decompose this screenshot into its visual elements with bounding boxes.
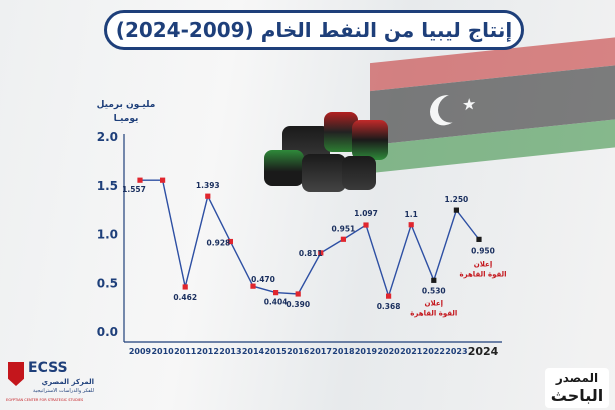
data-label: 0.950	[471, 246, 495, 255]
x-tick-label: 2009	[129, 347, 152, 356]
data-label: 0.470	[251, 275, 275, 284]
y-tick-label: 1.5	[97, 179, 118, 193]
data-point	[295, 291, 301, 297]
data-label: 0.811	[299, 249, 323, 258]
y-tick-label: 0.5	[97, 276, 118, 290]
logo-arabic-line2: للفكر والدراسات الاستراتيجية	[33, 388, 94, 394]
annotation-line1: إعلان	[425, 299, 443, 307]
x-tick-label: 2018	[332, 347, 355, 356]
annotation-line2: القوة القاهرة	[410, 309, 457, 317]
x-tick-label: 2024	[468, 345, 499, 358]
data-label: 1.1	[405, 210, 418, 219]
data-point	[273, 290, 279, 296]
data-label: 0.390	[286, 300, 310, 309]
series-line	[140, 179, 480, 299]
logo-arabic-line1: المركز المصري	[41, 378, 94, 386]
data-point	[363, 222, 369, 228]
chart-title: إنتاج ليبيا من النفط الخام (2009-2024)	[115, 18, 513, 42]
y-tick-label: 2.0	[97, 130, 118, 144]
data-point	[408, 222, 414, 228]
annotation-line2: القوة القاهرة	[459, 270, 506, 278]
x-tick-label: 2015	[264, 347, 287, 356]
data-point	[476, 236, 482, 242]
data-point	[227, 238, 233, 245]
x-tick-label: 2012	[197, 347, 219, 356]
x-tick-label: 2019	[355, 347, 378, 356]
x-tick-label: 2010	[151, 347, 174, 356]
x-tick-label: 2021	[400, 347, 423, 356]
ecss-logo: ECSS المركز المصري للفكر والدراسات الاست…	[4, 358, 94, 408]
x-tick-label: 2011	[174, 347, 197, 356]
data-label: 1.250	[445, 195, 469, 204]
x-tick-label: 2013	[219, 347, 241, 356]
data-label: 0.951	[332, 224, 356, 233]
x-tick-label: 2022	[423, 347, 445, 356]
data-label: 1.557	[122, 185, 146, 194]
y-tick-label: 0.0	[97, 325, 118, 339]
x-tick-label: 2014	[242, 347, 265, 356]
data-label: 0.404	[264, 298, 288, 307]
data-label: 0.928	[207, 239, 231, 248]
logo-english: EGYPTIAN CENTER FOR STRATEGIC STUDIES	[6, 398, 84, 402]
data-point	[205, 193, 211, 199]
x-tick-label: 2017	[310, 347, 332, 356]
data-label: 1.097	[354, 209, 378, 218]
data-point	[431, 277, 437, 283]
logo-name: ECSS	[28, 360, 68, 376]
source-badge: المصدر الباحث	[545, 368, 609, 408]
data-point	[318, 250, 324, 256]
data-point	[182, 284, 188, 290]
data-label: 1.393	[196, 181, 220, 190]
data-point	[340, 236, 346, 242]
x-tick-label: 2020	[377, 347, 400, 356]
y-tick-label: 1.0	[97, 228, 118, 242]
source-value: الباحث	[550, 386, 604, 405]
data-point	[137, 177, 143, 183]
data-label: 0.530	[422, 286, 446, 295]
source-label: المصدر	[555, 371, 599, 385]
data-point	[453, 207, 459, 213]
annotation-line1: إعلان	[474, 260, 492, 268]
data-label: 0.368	[377, 302, 401, 311]
x-tick-label: 2023	[445, 347, 467, 356]
y-unit-label-line1: مليـون برميل	[96, 100, 156, 110]
data-label: 0.462	[173, 293, 197, 302]
ecss-shield-icon	[8, 362, 24, 386]
oil-barrels-illustration	[262, 112, 388, 194]
y-unit-label-line2: يوميـا	[113, 114, 139, 124]
data-point	[160, 177, 166, 183]
data-point	[386, 293, 392, 299]
data-point	[250, 283, 256, 289]
chart-title-box: إنتاج ليبيا من النفط الخام (2009-2024)	[104, 10, 524, 50]
x-tick-label: 2016	[287, 347, 310, 356]
